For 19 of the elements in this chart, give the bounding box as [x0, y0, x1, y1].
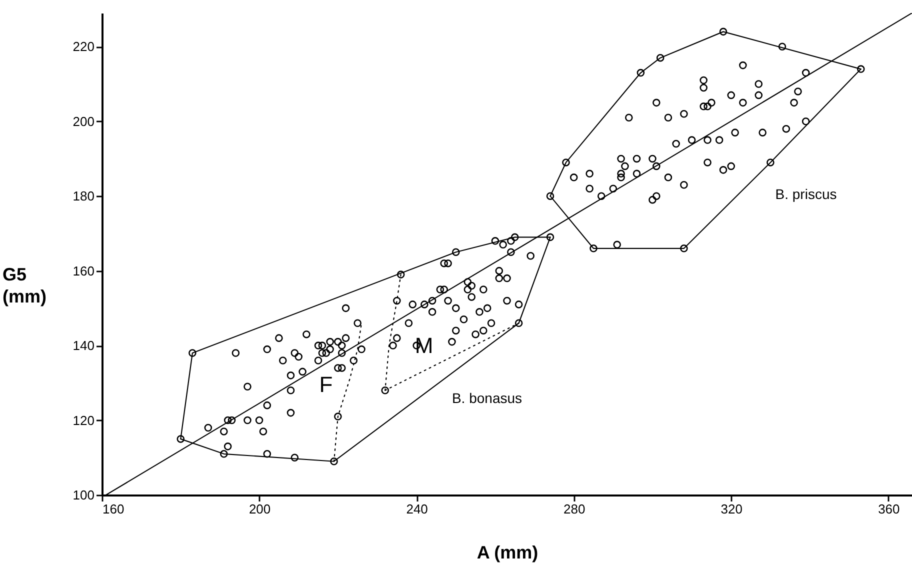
annotation: B. bonasus	[452, 390, 522, 406]
annotation: M	[414, 333, 434, 358]
annotation: F	[319, 372, 333, 397]
x-tick-label: 160	[102, 502, 124, 516]
x-tick-label: 240	[406, 502, 428, 516]
x-tick-label: 200	[248, 502, 271, 516]
y-tick-label: 220	[72, 39, 94, 54]
y-tick-label: 140	[72, 338, 94, 354]
y-tick-label: 180	[72, 188, 94, 204]
y-tick-label: 100	[72, 488, 94, 502]
y-tick-label: 200	[72, 114, 94, 129]
x-tick-label: 280	[563, 502, 586, 516]
annotation: B. priscus	[775, 186, 837, 202]
y-tick-label: 160	[72, 263, 94, 278]
y-tick-label: 120	[72, 412, 94, 428]
y-axis-title: G5 (mm)	[2, 264, 47, 306]
x-tick-label: 360	[878, 502, 900, 516]
x-tick-label: 320	[720, 502, 742, 516]
x-axis-title: A (mm)	[476, 542, 538, 562]
